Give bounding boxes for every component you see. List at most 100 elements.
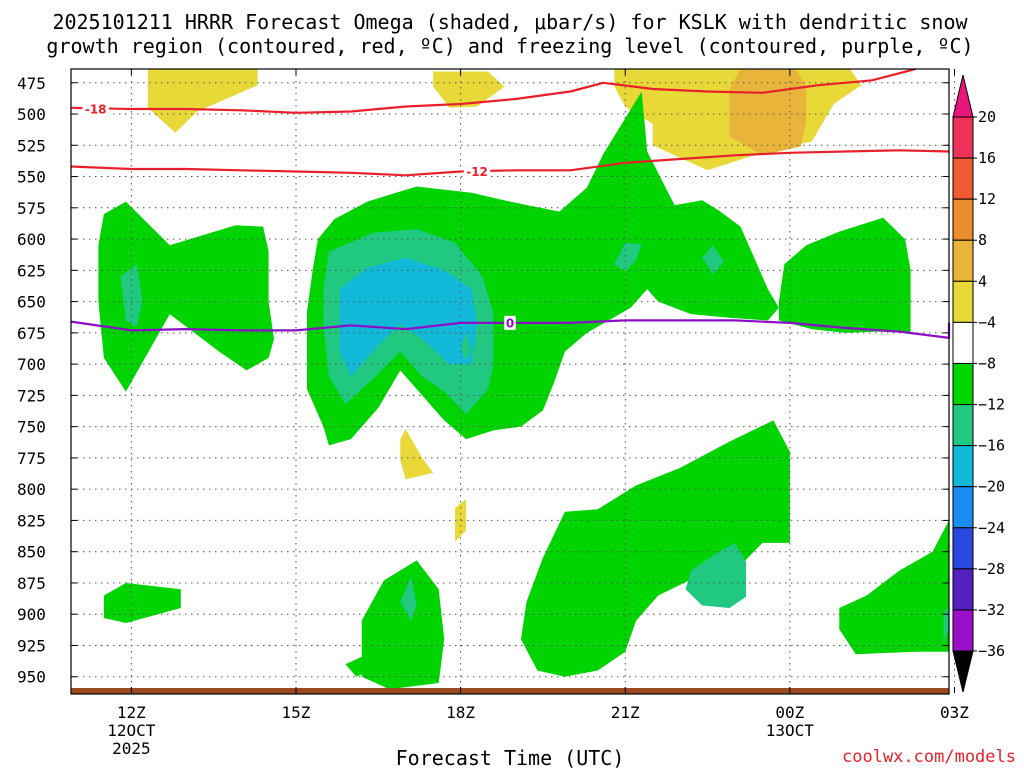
colorbar: 20 16 12 8 4 −4 −8 −12 −16 −20 −24 −28 −32 −36 (952, 74, 1005, 693)
y-tick-label-800: 800 (17, 480, 46, 499)
y-tick-label-725: 725 (17, 386, 46, 405)
y-tick-label-825: 825 (17, 511, 46, 530)
y-tick-label-775: 775 (17, 449, 46, 468)
y-axis: 475 500 525 550 575 600 625 650 675 700 725 750 775 8… (17, 74, 949, 687)
omega-region-8 (778, 217, 911, 333)
y-tick-label-525: 525 (17, 136, 46, 155)
omega-region-3 (729, 69, 807, 156)
omega-region-13 (361, 560, 445, 690)
colorbar-label-5: −4 (978, 313, 996, 331)
omega-region-19 (685, 542, 746, 608)
y-tick-label-750: 750 (17, 418, 46, 437)
x-tick-label-12z: 12Z (117, 703, 146, 722)
colorbar-label-2: 12 (978, 190, 996, 208)
colorbar-bottom-arrow (952, 650, 974, 693)
colorbar-segment-3 (952, 239, 974, 282)
plot-frame (70, 68, 950, 695)
colorbar-label-0: 20 (978, 108, 996, 126)
omega-region-21 (400, 576, 417, 621)
gridlines (71, 69, 955, 693)
y-tick-label-875: 875 (17, 574, 46, 593)
omega-region-22 (460, 332, 472, 361)
contour-labels: -18 -12 0 (82, 102, 516, 330)
colorbar-segment-4 (952, 280, 974, 323)
isotherm-line-0 (70, 67, 916, 114)
y-tick-label-675: 675 (17, 324, 46, 343)
y-tick-label-575: 575 (17, 199, 46, 218)
y-tick-label-500: 500 (17, 105, 46, 124)
contour-label-bg-2 (504, 315, 516, 330)
x-tick-label-15z: 15Z (282, 703, 311, 722)
chart-title-line-1: 2025101211 HRRR Forecast Omega (shaded, … (52, 10, 968, 34)
omega-region-0 (147, 69, 258, 133)
colorbar-segment-10 (952, 527, 974, 570)
y-tick-label-600: 600 (17, 230, 46, 249)
colorbar-label-12: −32 (978, 601, 1005, 619)
x-tick-label-13oct: 13OCT (766, 721, 815, 740)
x-tick-label-03z: 03Z (940, 703, 969, 722)
omega-region-20 (943, 605, 949, 643)
colorbar-label-11: −28 (978, 560, 1005, 578)
omega-region-18 (702, 245, 724, 275)
omega-region-6 (98, 201, 275, 392)
y-tick-label-550: 550 (17, 168, 46, 187)
omega-region-17 (614, 242, 642, 272)
y-tick-label-475: 475 (17, 74, 46, 93)
omega-region-9 (839, 164, 949, 655)
colorbar-segment-11 (952, 568, 974, 611)
y-tick-label-900: 900 (17, 605, 46, 624)
contour-label-0: -18 (85, 103, 107, 117)
omega-region-1 (433, 71, 505, 108)
ground-strip (71, 688, 949, 694)
colorbar-label-10: −24 (978, 519, 1005, 537)
contour-label-bg-0 (82, 102, 109, 117)
chart-title-line-2: growth region (contoured, red, ºC) and f… (46, 34, 973, 58)
colorbar-segment-1 (952, 157, 974, 200)
colorbar-segment-5 (952, 321, 974, 364)
x-tick-label-18z: 18Z (446, 703, 475, 722)
omega-region-4 (400, 429, 434, 480)
x-tick-label-2025: 2025 (112, 739, 151, 758)
colorbar-label-4: 4 (978, 272, 987, 290)
colorbar-segment-8 (952, 445, 974, 488)
y-tick-label-625: 625 (17, 261, 46, 280)
colorbar-segment-0 (952, 116, 974, 159)
x-axis-label: Forecast Time (UTC) (396, 746, 625, 768)
colorbar-segment-12 (952, 609, 974, 652)
colorbar-label-8: −16 (978, 437, 1005, 455)
isotherm-line-1 (70, 149, 950, 177)
y-tick-label-650: 650 (17, 293, 46, 312)
colorbar-label-6: −8 (978, 354, 996, 372)
omega-region-15 (339, 257, 478, 377)
colorbar-top-arrow (952, 74, 974, 118)
contour-label-1: -12 (466, 165, 488, 179)
x-tick-label-00z: 00Z (775, 703, 804, 722)
y-tick-label-925: 925 (17, 636, 46, 655)
colorbar-segment-7 (952, 404, 974, 447)
y-tick-label-950: 950 (17, 668, 46, 687)
colorbar-label-1: 16 (978, 149, 996, 167)
x-tick-label-12oct: 12OCT (107, 721, 156, 740)
plot-area: -18 -12 0 (70, 67, 955, 695)
colorbar-segment-2 (952, 198, 974, 241)
colorbar-label-3: 8 (978, 231, 987, 249)
colorbar-label-9: −20 (978, 478, 1005, 496)
colorbar-segment-6 (952, 362, 974, 406)
colorbar-label-13: −36 (978, 642, 1005, 660)
isotherm-contours (70, 67, 951, 339)
contour-label-bg-1 (463, 164, 491, 179)
isotherm-line-2 (70, 319, 951, 339)
x-tick-label-21z: 21Z (611, 703, 640, 722)
y-tick-label-700: 700 (17, 355, 46, 374)
colorbar-label-7: −12 (978, 396, 1005, 414)
colorbar-segment-9 (952, 486, 974, 529)
contour-label-2: 0 (506, 316, 514, 330)
y-tick-label-850: 850 (17, 543, 46, 562)
omega-region-11 (103, 583, 181, 623)
omega-region-16 (120, 264, 143, 327)
omega-shading (98, 69, 949, 690)
omega-region-10 (521, 420, 790, 677)
credit-text: coolwx.com/models (842, 747, 1016, 767)
